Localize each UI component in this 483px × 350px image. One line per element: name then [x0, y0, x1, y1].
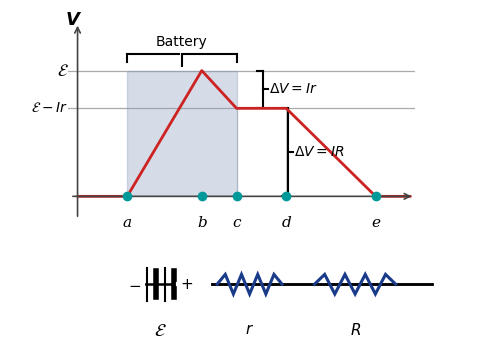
Text: c: c [232, 216, 241, 230]
Text: Battery: Battery [156, 35, 208, 49]
Text: e: e [371, 216, 380, 230]
Text: a: a [123, 216, 132, 230]
Text: $-$: $-$ [128, 277, 141, 292]
Text: $r$: $r$ [245, 322, 254, 337]
Text: b: b [197, 216, 207, 230]
Text: $\mathcal{E}$: $\mathcal{E}$ [154, 322, 167, 340]
Text: $\mathcal{E}-Ir$: $\mathcal{E}-Ir$ [31, 101, 69, 115]
Text: $\bfit{V}$: $\bfit{V}$ [65, 11, 82, 29]
Text: $\Delta V = Ir$: $\Delta V = Ir$ [270, 83, 318, 97]
Text: $\mathcal{E}$: $\mathcal{E}$ [57, 62, 69, 79]
Text: d: d [281, 216, 291, 230]
Text: $\Delta V = IR$: $\Delta V = IR$ [294, 145, 344, 159]
Polygon shape [127, 71, 237, 196]
Text: $R$: $R$ [350, 322, 361, 338]
Text: $+$: $+$ [180, 277, 193, 292]
